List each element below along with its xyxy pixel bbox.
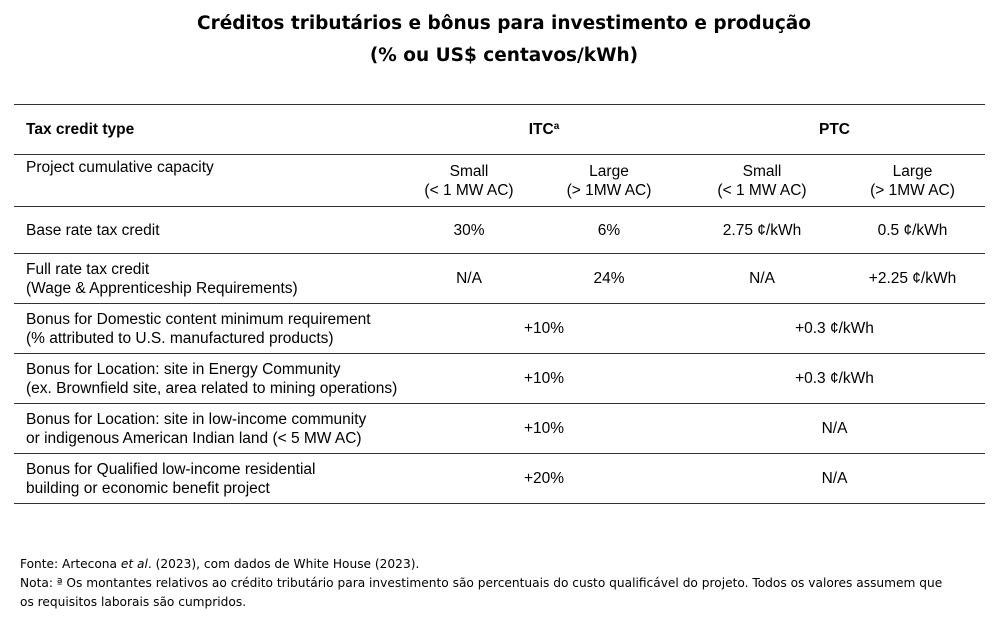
table-row-full-rate: Full rate tax credit (Wage & Apprentices… [14, 254, 985, 304]
itc-large-header: Large (> 1MW AC) [534, 155, 684, 207]
itc-small-header: Small (< 1 MW AC) [404, 155, 534, 207]
full-rate-itc-small: N/A [456, 270, 482, 287]
source-italic: et al [120, 557, 148, 571]
full-rate-label: Full rate tax credit (Wage & Apprentices… [14, 254, 404, 304]
bonus-lowincome-ptc: N/A [821, 420, 848, 437]
bonus-energy-itc: +10% [523, 370, 565, 387]
base-rate-ptc-large: 0.5 ¢/kWh [877, 221, 948, 239]
source-suffix: . (2023), com dados de White House (2023… [147, 557, 420, 571]
bonus-residential-itc: +20% [523, 470, 565, 487]
bonus-domestic-itc: +10% [523, 320, 565, 337]
header-ptc: PTC [819, 121, 850, 138]
bonus-domestic-subtitle: (% attributed to U.S. manufactured produ… [26, 329, 334, 347]
ptc-small-title: Small [742, 162, 782, 180]
bonus-energy-title: Bonus for Location: site in Energy Commu… [26, 360, 341, 378]
title-line-2: (% ou US$ centavos/kWh) [369, 45, 639, 66]
ptc-large-header: Large (> 1MW AC) [840, 155, 985, 207]
full-rate-subtitle: (Wage & Apprenticeship Requirements) [26, 279, 298, 297]
bonus-lowincome-label: Bonus for Location: site in low-income c… [14, 404, 404, 454]
bonus-residential-subtitle: building or economic benefit project [26, 479, 270, 497]
full-rate-ptc-small: N/A [749, 270, 775, 287]
note-line-1: Nota: ª Os montantes relativos ao crédit… [20, 576, 943, 590]
header-tax-credit-type: Tax credit type [26, 121, 135, 138]
header-row: Tax credit type ITCa PTC [14, 104, 985, 155]
capacity-row: Project cumulative capacity Small (< 1 M… [14, 155, 985, 207]
title-line-1: Créditos tributários e bônus para invest… [197, 13, 811, 34]
base-rate-ptc-small: 2.75 ¢/kWh [722, 221, 802, 239]
table-row-bonus-domestic: Bonus for Domestic content minimum requi… [14, 304, 985, 354]
table-title: Créditos tributários e bônus para invest… [0, 8, 1008, 72]
bonus-energy-ptc: +0.3 ¢/kWh [795, 370, 874, 387]
ptc-large-title: Large [892, 162, 933, 180]
bonus-energy-label: Bonus for Location: site in Energy Commu… [14, 354, 404, 404]
bonus-residential-label: Bonus for Qualified low-income residenti… [14, 454, 404, 504]
itc-small-subtitle: (< 1 MW AC) [424, 181, 514, 199]
full-rate-ptc-large: +2.25 ¢/kWh [868, 270, 957, 287]
table-row-bonus-residential: Bonus for Qualified low-income residenti… [14, 454, 985, 504]
source-prefix: Fonte: Artecona [20, 557, 121, 571]
ptc-small-subtitle: (< 1 MW AC) [717, 181, 807, 199]
header-itc: ITCa [404, 105, 684, 155]
base-rate-itc-small: 30% [453, 221, 485, 239]
bonus-energy-subtitle: (ex. Brownfield site, area related to mi… [26, 379, 398, 397]
note-line-2: os requisitos laborais são cumpridos. [20, 595, 247, 609]
ptc-small-header: Small (< 1 MW AC) [684, 155, 840, 207]
itc-large-title: Large [589, 162, 629, 180]
ptc-large-subtitle: (> 1MW AC) [870, 181, 955, 199]
table-row-base-rate: Base rate tax credit 30% 6% 2.75 ¢/kWh 0… [14, 207, 985, 254]
tax-credit-table: Tax credit type ITCa PTC Project cumulat… [14, 104, 985, 504]
bonus-domestic-label: Bonus for Domestic content minimum requi… [14, 304, 404, 354]
bonus-domestic-title: Bonus for Domestic content minimum requi… [26, 310, 371, 328]
base-rate-label: Base rate tax credit [26, 221, 160, 239]
bonus-lowincome-itc: +10% [523, 420, 565, 437]
bonus-residential-title: Bonus for Qualified low-income residenti… [26, 460, 316, 478]
footer-notes: Fonte: Artecona et al. (2023), com dados… [20, 555, 1005, 612]
bonus-domestic-ptc: +0.3 ¢/kWh [795, 320, 874, 337]
table-row-bonus-energy-community: Bonus for Location: site in Energy Commu… [14, 354, 985, 404]
itc-small-title: Small [449, 162, 489, 180]
table-row-bonus-low-income: Bonus for Location: site in low-income c… [14, 404, 985, 454]
capacity-label: Project cumulative capacity [26, 159, 214, 176]
header-itc-footnote-mark: a [553, 121, 560, 132]
base-rate-itc-large: 6% [597, 221, 621, 239]
full-rate-itc-large: 24% [593, 270, 625, 287]
bonus-lowincome-subtitle: or indigenous American Indian land (< 5 … [26, 429, 362, 447]
itc-large-subtitle: (> 1MW AC) [566, 181, 652, 199]
header-itc-label: ITC [528, 121, 554, 138]
bonus-lowincome-title: Bonus for Location: site in low-income c… [26, 410, 367, 428]
bonus-residential-ptc: N/A [821, 470, 848, 487]
source-line: Fonte: Artecona et al. (2023), com dados… [20, 555, 1005, 574]
full-rate-title: Full rate tax credit [26, 260, 150, 278]
